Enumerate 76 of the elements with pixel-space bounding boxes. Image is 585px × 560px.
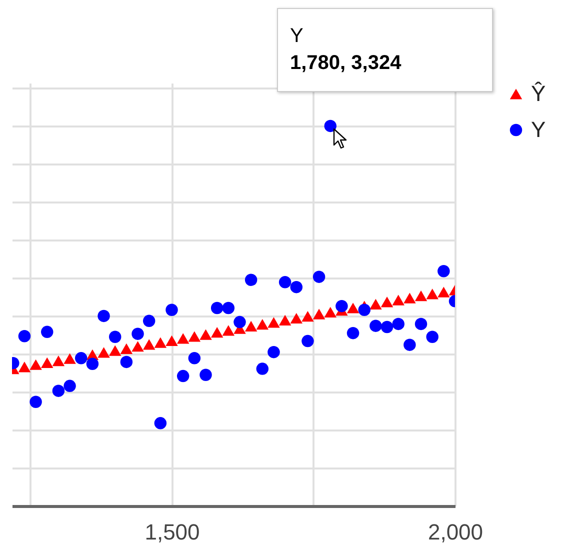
point: [244, 320, 258, 332]
point: [312, 270, 326, 283]
point: [30, 359, 42, 370]
point: [234, 316, 246, 328]
point: [438, 265, 450, 278]
point: [98, 347, 110, 358]
point: [120, 343, 133, 354]
legend-label: Y: [531, 117, 546, 142]
point: [278, 314, 292, 326]
point: [414, 318, 428, 330]
point: [176, 333, 190, 344]
point: [210, 302, 224, 314]
point: [200, 368, 212, 381]
point: [346, 302, 360, 314]
point: [64, 380, 76, 392]
point: [166, 335, 178, 346]
point: [188, 352, 201, 364]
point: [404, 338, 416, 351]
point: [120, 356, 133, 368]
point: [346, 326, 360, 340]
point: [426, 330, 438, 343]
point: [222, 325, 235, 336]
point: [312, 308, 326, 320]
point: [108, 345, 122, 356]
tooltip: Y 1,780, 3,324: [277, 8, 493, 92]
point: [222, 302, 235, 314]
point: [154, 337, 167, 348]
point: [108, 330, 122, 343]
point: [256, 362, 269, 375]
point: [74, 352, 88, 364]
point: [30, 396, 42, 408]
point: [370, 298, 382, 310]
point: [426, 288, 438, 300]
point: [18, 330, 31, 342]
point: [41, 357, 54, 368]
point: [324, 120, 336, 132]
point: [324, 306, 336, 318]
point: [404, 292, 416, 304]
x-tick-label: 2,000: [428, 520, 484, 544]
x-tick-label: 1,500: [144, 520, 200, 544]
point: [302, 311, 314, 322]
point: [52, 356, 65, 366]
point: [336, 300, 348, 312]
point: [188, 331, 201, 342]
point: [166, 304, 178, 316]
point: [380, 320, 394, 334]
point: [438, 286, 450, 298]
point: [268, 317, 280, 328]
point: [132, 328, 144, 340]
point: [210, 327, 224, 338]
point: [256, 319, 269, 330]
point: [392, 318, 404, 330]
point: [142, 339, 156, 350]
point: [18, 362, 31, 372]
point: [52, 384, 65, 397]
point: [154, 417, 167, 430]
point: [86, 358, 99, 370]
point: [380, 296, 394, 308]
point: [142, 314, 156, 328]
point: [290, 312, 303, 324]
point: [302, 334, 314, 348]
point: [244, 274, 258, 286]
legend-label: Ŷ: [531, 81, 546, 106]
point: [370, 320, 382, 332]
point: [278, 276, 292, 288]
point: [392, 294, 404, 306]
point: [290, 280, 303, 294]
point: [132, 341, 144, 352]
point: [200, 329, 212, 340]
point: [64, 353, 76, 364]
point: [268, 346, 280, 358]
point: [414, 290, 428, 302]
point: [98, 310, 110, 322]
point: [176, 370, 190, 382]
point: [358, 304, 370, 316]
point: [41, 326, 54, 338]
